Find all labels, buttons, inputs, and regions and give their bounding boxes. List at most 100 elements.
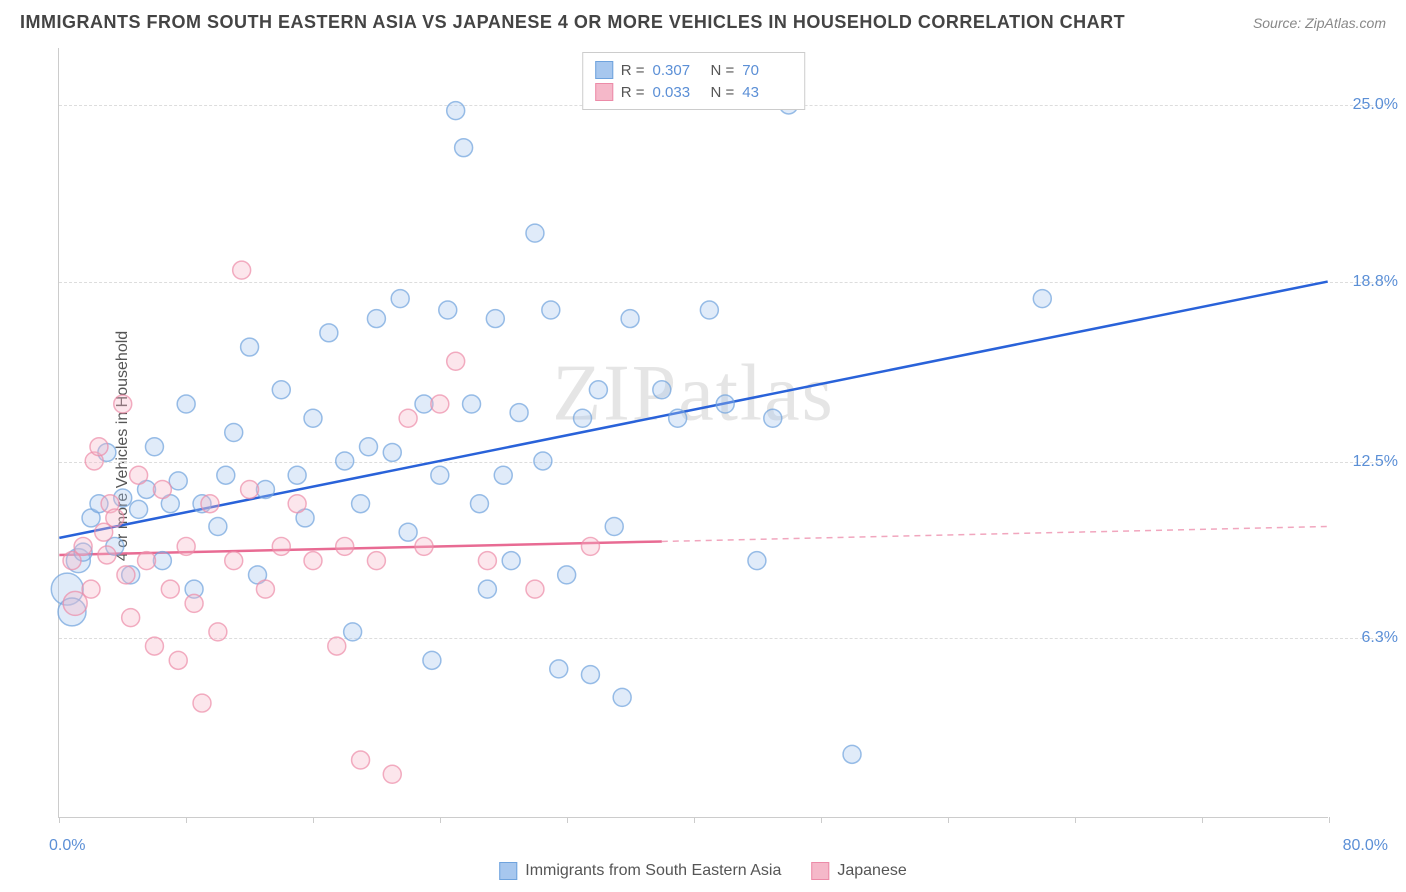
data-point bbox=[288, 466, 306, 484]
stats-legend: R = 0.307 N = 70 R = 0.033 N = 43 bbox=[582, 52, 806, 110]
data-point bbox=[589, 381, 607, 399]
swatch-series-1 bbox=[595, 61, 613, 79]
data-point bbox=[74, 537, 92, 555]
data-point bbox=[304, 409, 322, 427]
data-point bbox=[177, 537, 195, 555]
data-point bbox=[526, 580, 544, 598]
x-tick bbox=[186, 817, 187, 823]
legend-label-2: Japanese bbox=[837, 862, 906, 880]
source-attribution: Source: ZipAtlas.com bbox=[1253, 15, 1386, 31]
data-point bbox=[272, 537, 290, 555]
data-point bbox=[423, 651, 441, 669]
data-point bbox=[534, 452, 552, 470]
r-value-2: 0.033 bbox=[653, 84, 703, 101]
data-point bbox=[82, 580, 100, 598]
y-tick-label: 18.8% bbox=[1353, 273, 1398, 291]
data-point bbox=[256, 580, 274, 598]
legend-swatch-2 bbox=[811, 862, 829, 880]
data-point bbox=[352, 751, 370, 769]
x-tick bbox=[821, 817, 822, 823]
data-point bbox=[764, 409, 782, 427]
data-point bbox=[367, 310, 385, 328]
data-point bbox=[748, 552, 766, 570]
swatch-series-2 bbox=[595, 83, 613, 101]
n-label: N = bbox=[711, 84, 735, 101]
data-point bbox=[336, 537, 354, 555]
data-point bbox=[122, 609, 140, 627]
data-point bbox=[98, 546, 116, 564]
chart-header: IMMIGRANTS FROM SOUTH EASTERN ASIA VS JA… bbox=[0, 0, 1406, 41]
data-point bbox=[177, 395, 195, 413]
r-label: R = bbox=[621, 84, 645, 101]
data-point bbox=[574, 409, 592, 427]
x-min-label: 0.0% bbox=[49, 837, 85, 855]
data-point bbox=[526, 224, 544, 242]
chart-title: IMMIGRANTS FROM SOUTH EASTERN ASIA VS JA… bbox=[20, 12, 1125, 33]
data-point bbox=[193, 694, 211, 712]
data-point bbox=[399, 523, 417, 541]
data-point bbox=[447, 102, 465, 120]
data-point bbox=[494, 466, 512, 484]
data-point bbox=[431, 466, 449, 484]
data-point bbox=[90, 438, 108, 456]
bottom-legend: Immigrants from South Eastern Asia Japan… bbox=[499, 862, 907, 880]
data-point bbox=[669, 409, 687, 427]
data-point bbox=[716, 395, 734, 413]
data-point bbox=[201, 495, 219, 513]
data-point bbox=[117, 566, 135, 584]
data-point bbox=[486, 310, 504, 328]
data-point bbox=[470, 495, 488, 513]
data-point bbox=[138, 552, 156, 570]
data-point bbox=[605, 518, 623, 536]
data-point bbox=[415, 537, 433, 555]
legend-swatch-1 bbox=[499, 862, 517, 880]
data-point bbox=[161, 580, 179, 598]
data-point bbox=[1033, 290, 1051, 308]
data-point bbox=[359, 438, 377, 456]
data-point bbox=[399, 409, 417, 427]
stats-row-series-1: R = 0.307 N = 70 bbox=[595, 59, 793, 81]
data-point bbox=[700, 301, 718, 319]
x-tick bbox=[948, 817, 949, 823]
n-value-2: 43 bbox=[742, 84, 792, 101]
data-point bbox=[145, 637, 163, 655]
data-point bbox=[169, 651, 187, 669]
x-tick bbox=[694, 817, 695, 823]
x-tick bbox=[59, 817, 60, 823]
data-point bbox=[383, 443, 401, 461]
data-point bbox=[383, 765, 401, 783]
data-point bbox=[233, 261, 251, 279]
data-point bbox=[153, 480, 171, 498]
data-point bbox=[225, 424, 243, 442]
scatter-points bbox=[59, 48, 1328, 817]
data-point bbox=[114, 395, 132, 413]
data-point bbox=[439, 301, 457, 319]
data-point bbox=[431, 395, 449, 413]
data-point bbox=[478, 580, 496, 598]
x-tick bbox=[567, 817, 568, 823]
data-point bbox=[185, 594, 203, 612]
data-point bbox=[209, 623, 227, 641]
data-point bbox=[169, 472, 187, 490]
data-point bbox=[344, 623, 362, 641]
data-point bbox=[843, 745, 861, 763]
x-tick bbox=[1329, 817, 1330, 823]
x-tick bbox=[1075, 817, 1076, 823]
data-point bbox=[558, 566, 576, 584]
data-point bbox=[130, 466, 148, 484]
r-value-1: 0.307 bbox=[653, 62, 703, 79]
data-point bbox=[391, 290, 409, 308]
data-point bbox=[542, 301, 560, 319]
data-point bbox=[581, 537, 599, 555]
data-point bbox=[455, 139, 473, 157]
data-point bbox=[550, 660, 568, 678]
data-point bbox=[510, 404, 528, 422]
data-point bbox=[502, 552, 520, 570]
data-point bbox=[95, 523, 113, 541]
y-tick-label: 12.5% bbox=[1353, 453, 1398, 471]
y-tick-label: 25.0% bbox=[1353, 96, 1398, 114]
data-point bbox=[653, 381, 671, 399]
x-max-label: 80.0% bbox=[1343, 837, 1388, 855]
data-point bbox=[447, 352, 465, 370]
n-label: N = bbox=[711, 62, 735, 79]
